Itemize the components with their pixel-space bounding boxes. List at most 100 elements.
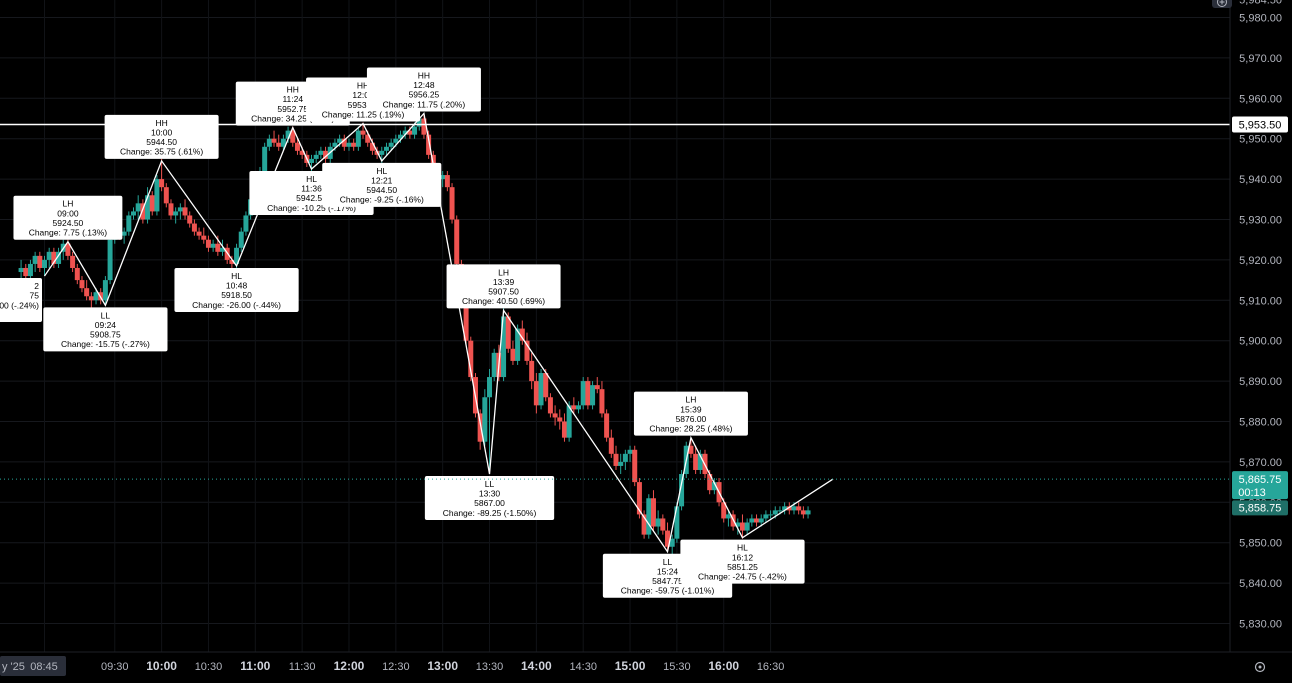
pivot-text: 5851.25	[727, 562, 758, 572]
candle-body	[604, 413, 610, 438]
candle-body	[318, 150, 324, 155]
candle-body	[313, 154, 319, 159]
candle-body	[191, 223, 197, 232]
candle-body	[561, 421, 567, 438]
candle-body	[515, 328, 521, 361]
candle-body	[800, 510, 806, 515]
pivot-change: Change: -24.75 (-.42%)	[698, 571, 787, 581]
candle-body	[608, 437, 614, 454]
candle-body	[669, 538, 675, 547]
candle-body	[102, 280, 108, 301]
candle-body	[266, 138, 272, 147]
candle-body	[777, 510, 783, 512]
candle-body	[412, 126, 418, 135]
second-price-text: 5,858.75	[1239, 502, 1282, 514]
candle-body	[482, 397, 488, 442]
pivot-text: 75	[30, 291, 40, 301]
pivot-text: HH	[155, 118, 167, 128]
candle-body	[491, 352, 497, 378]
candle-body	[636, 482, 642, 515]
candle-body	[655, 518, 661, 527]
candle-body	[229, 259, 235, 264]
time-axis-area[interactable]	[0, 652, 1292, 683]
pivot-text: HL	[737, 543, 748, 553]
price-tick-label: 5,980.00	[1239, 13, 1282, 25]
candle-body	[379, 150, 385, 155]
candle-body	[693, 453, 699, 470]
zigzag-lines	[43, 112, 834, 554]
pivot-text: 5942.50	[296, 193, 327, 203]
candle-body	[65, 243, 71, 256]
time-tick-label: 14:30	[569, 661, 597, 673]
time-tick-label: 10:00	[146, 659, 177, 673]
candle-body	[74, 267, 80, 281]
time-tick-label: 16:00	[708, 659, 739, 673]
pivot-text: 12:09	[352, 90, 374, 100]
pivot-text: 10:48	[226, 281, 248, 291]
pivot-text: HL	[376, 166, 387, 176]
pivot-label-box	[446, 264, 561, 309]
candle-body	[51, 251, 57, 264]
price-tick-label: 5,830.00	[1239, 619, 1282, 631]
pivot-text: 12:48	[413, 80, 435, 90]
pivot-change: Change: 35.75 (.61%)	[120, 147, 203, 157]
candle-body	[772, 510, 778, 515]
add-icon[interactable]	[1212, 0, 1232, 8]
price-tick-label: 5,984.50	[1239, 0, 1282, 6]
candle-body	[487, 377, 493, 398]
candle-body	[660, 518, 666, 531]
candle-body	[215, 243, 221, 252]
settings-icon[interactable]	[1254, 661, 1266, 673]
candle-body	[56, 251, 62, 264]
candle-body	[121, 231, 127, 236]
candle-body	[416, 118, 422, 127]
cursor-time-badge: y '25 08:45	[0, 656, 66, 676]
candle-body	[749, 518, 755, 523]
candle-body	[754, 518, 760, 523]
pivot-label-box	[174, 267, 299, 312]
candle-body	[782, 506, 788, 511]
pivot-text: LL	[101, 310, 111, 320]
pivot-change: Change: 40.50 (.69%)	[462, 296, 545, 306]
time-tick-label: 15:30	[663, 661, 691, 673]
pivot-text: 13:39	[493, 277, 515, 287]
candle-body	[159, 179, 165, 188]
pivot-change: Change: -59.75 (-1.01%)	[621, 586, 715, 596]
candle-body	[37, 255, 43, 268]
candle-body	[70, 255, 76, 268]
candle-body	[543, 373, 549, 398]
pivot-label-box	[680, 539, 805, 584]
pivot-change: Change: 11.25 (.19%)	[322, 109, 405, 119]
candle-body	[187, 215, 193, 224]
candle-body	[697, 453, 703, 470]
candle-body	[641, 514, 647, 535]
candle-body	[177, 207, 183, 212]
candle-body	[768, 514, 774, 516]
pivot-change: Change: 7.75 (.13%)	[29, 228, 108, 238]
candle-body	[566, 405, 572, 438]
candle-body	[557, 417, 563, 422]
pivot-label-box	[43, 307, 168, 352]
pivot-text: HH	[287, 85, 299, 95]
candle-body	[383, 146, 389, 151]
price-tick-label: 5,840.00	[1239, 578, 1282, 590]
candle-body	[735, 522, 741, 527]
price-axis-area[interactable]	[1230, 0, 1292, 652]
pivot-text: LL	[485, 479, 495, 489]
pivot-text: 11:36	[301, 184, 322, 194]
candle-body	[786, 506, 792, 511]
